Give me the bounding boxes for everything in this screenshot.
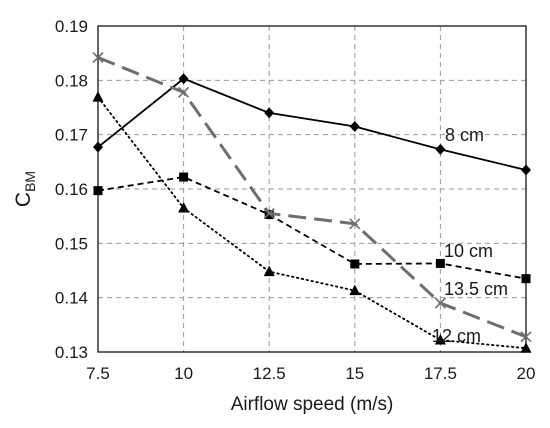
grid-lines <box>98 26 526 352</box>
data-point <box>264 107 275 119</box>
y-tick-label: 0.15 <box>55 234 88 253</box>
data-point <box>179 172 189 182</box>
series-label: 8 cm <box>445 125 484 145</box>
series-label: 12 cm <box>432 326 481 346</box>
y-tick-label: 0.18 <box>55 71 88 90</box>
x-tick-label: 12.5 <box>253 364 286 383</box>
data-point <box>178 202 190 213</box>
data-point <box>349 121 360 133</box>
data-point <box>521 274 531 284</box>
series-label: 10 cm <box>444 241 493 261</box>
data-point <box>350 259 360 269</box>
series-label: 13.5 cm <box>444 279 508 299</box>
x-tick-label: 20 <box>517 364 536 383</box>
series-labels: 8 cm 10 cm 13.5 cm 12 cm <box>432 125 508 346</box>
series-8-cm <box>93 73 531 176</box>
series-13-5-cm <box>92 51 532 343</box>
data-point <box>263 207 275 220</box>
series-group <box>92 51 532 353</box>
y-tick-label: 0.17 <box>55 126 88 145</box>
data-point <box>520 342 532 353</box>
series-line <box>97 96 527 350</box>
series-line <box>97 77 527 171</box>
series-line <box>97 56 527 339</box>
data-point <box>263 265 275 277</box>
y-axis-title: CBM <box>12 171 38 207</box>
series-10-cm <box>93 172 531 284</box>
y-tick-label: 0.16 <box>55 180 88 199</box>
data-point <box>435 143 446 155</box>
x-tick-label: 17.5 <box>424 364 457 383</box>
data-point <box>349 284 361 296</box>
x-tick-label: 7.5 <box>86 364 110 383</box>
y-axis-title-subscript: BM <box>22 171 38 192</box>
x-tick-label: 15 <box>345 364 364 383</box>
data-point <box>434 334 446 345</box>
y-axis-ticks: 0.13 0.14 0.15 0.16 0.17 0.18 0.19 <box>55 17 88 362</box>
x-tick-label: 10 <box>174 364 193 383</box>
data-point <box>92 91 104 102</box>
x-axis-title: Airflow speed (m/s) <box>231 394 394 415</box>
data-point <box>178 73 189 85</box>
data-point <box>435 258 445 268</box>
data-point <box>93 186 103 196</box>
data-point <box>349 218 361 230</box>
data-point <box>521 164 531 176</box>
y-axis-title-main: C <box>12 192 35 207</box>
y-tick-label: 0.14 <box>55 289 88 308</box>
y-tick-label: 0.13 <box>55 343 88 362</box>
series-12-cm <box>92 91 532 353</box>
data-point <box>178 86 190 98</box>
x-axis-ticks: 7.5 10 12.5 15 17.5 20 <box>86 364 535 383</box>
y-tick-label: 0.19 <box>55 17 88 36</box>
data-point <box>93 141 103 153</box>
data-point <box>434 297 446 309</box>
data-point <box>520 331 532 343</box>
data-point <box>92 51 104 64</box>
series-line <box>97 176 527 280</box>
